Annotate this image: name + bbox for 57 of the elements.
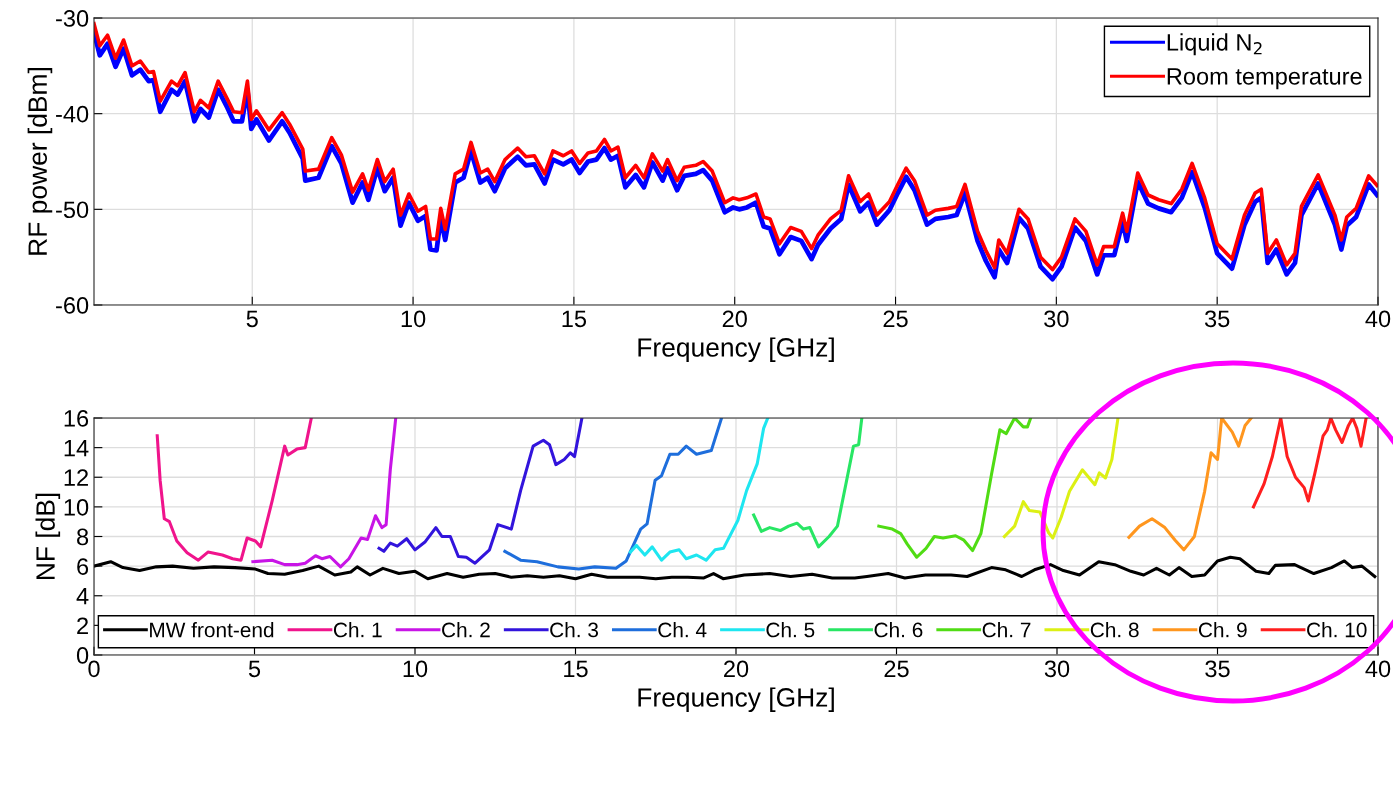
- x-tick-label: 30: [1044, 660, 1070, 678]
- legend-label: Liquid N$_{2}$: [1167, 33, 1262, 56]
- line-series: [251, 418, 398, 569]
- y-tick-label: 12: [64, 469, 88, 486]
- y-axis-title: NF [dB]: [35, 493, 61, 580]
- y-tick-label: 14: [64, 439, 89, 457]
- x-tick-label: 25: [883, 310, 908, 328]
- legend-label: Ch. 4: [658, 622, 707, 638]
- legend-label: Ch. 8: [1090, 622, 1139, 638]
- legend-label: Ch. 2: [442, 622, 490, 638]
- x-tick-label: 40: [1365, 310, 1391, 328]
- line-series: [377, 418, 584, 565]
- legend-label: Room temperature: [1167, 68, 1362, 90]
- x-tick-label: 10: [401, 310, 426, 328]
- y-tick-label: 6: [77, 558, 89, 575]
- y-tick-label: 8: [77, 528, 89, 546]
- x-tick-label: 0: [88, 660, 100, 678]
- line-series: [877, 418, 1033, 559]
- line-series: [155, 418, 313, 562]
- line-series: [1002, 418, 1120, 540]
- legend-label: Ch. 7: [982, 622, 1031, 638]
- x-tick-label: 10: [403, 660, 428, 678]
- legend-label: Ch. 10: [1307, 622, 1367, 638]
- x-tick-label: 15: [564, 660, 588, 678]
- x-tick-label: 15: [562, 310, 587, 328]
- x-tick-label: 5: [248, 660, 261, 678]
- legend-label: Ch. 9: [1198, 622, 1247, 638]
- legend-label: Ch. 5: [766, 622, 815, 638]
- line-series: [1127, 418, 1253, 552]
- y-tick-label: 10: [64, 498, 89, 516]
- x-tick-label: 5: [246, 310, 258, 328]
- line-series: [628, 418, 770, 562]
- line-series: [1251, 418, 1368, 509]
- y-tick-label: 2: [77, 617, 88, 634]
- x-axis-title: Frequency [GHz]: [638, 687, 834, 713]
- line-series: [503, 418, 724, 571]
- legend-label: MW front-end: [150, 622, 274, 638]
- line-series: [752, 418, 864, 549]
- x-tick-label: 35: [1205, 660, 1230, 678]
- legend-label: Ch. 3: [550, 622, 599, 638]
- x-axis-title: Frequency [GHz]: [638, 337, 834, 363]
- y-axis-title: RF power [dBm]: [27, 68, 53, 255]
- x-tick-label: 40: [1365, 660, 1391, 678]
- y-tick-label: 4: [76, 588, 89, 605]
- legend-label: Ch. 6: [874, 622, 923, 638]
- y-tick-label: 16: [64, 410, 89, 427]
- y-tick-label: -50: [56, 201, 89, 219]
- x-tick-label: 25: [884, 660, 909, 678]
- x-tick-label: 35: [1204, 310, 1230, 328]
- x-tick-label: 20: [722, 310, 747, 328]
- x-tick-label: 20: [724, 660, 749, 678]
- y-tick-label: -30: [56, 10, 89, 27]
- x-tick-label: 30: [1044, 310, 1069, 328]
- y-tick-label: -60: [56, 297, 89, 314]
- y-tick-label: -40: [56, 105, 89, 123]
- y-tick-label: 0: [76, 647, 89, 664]
- legend-label: Ch. 1: [333, 622, 382, 638]
